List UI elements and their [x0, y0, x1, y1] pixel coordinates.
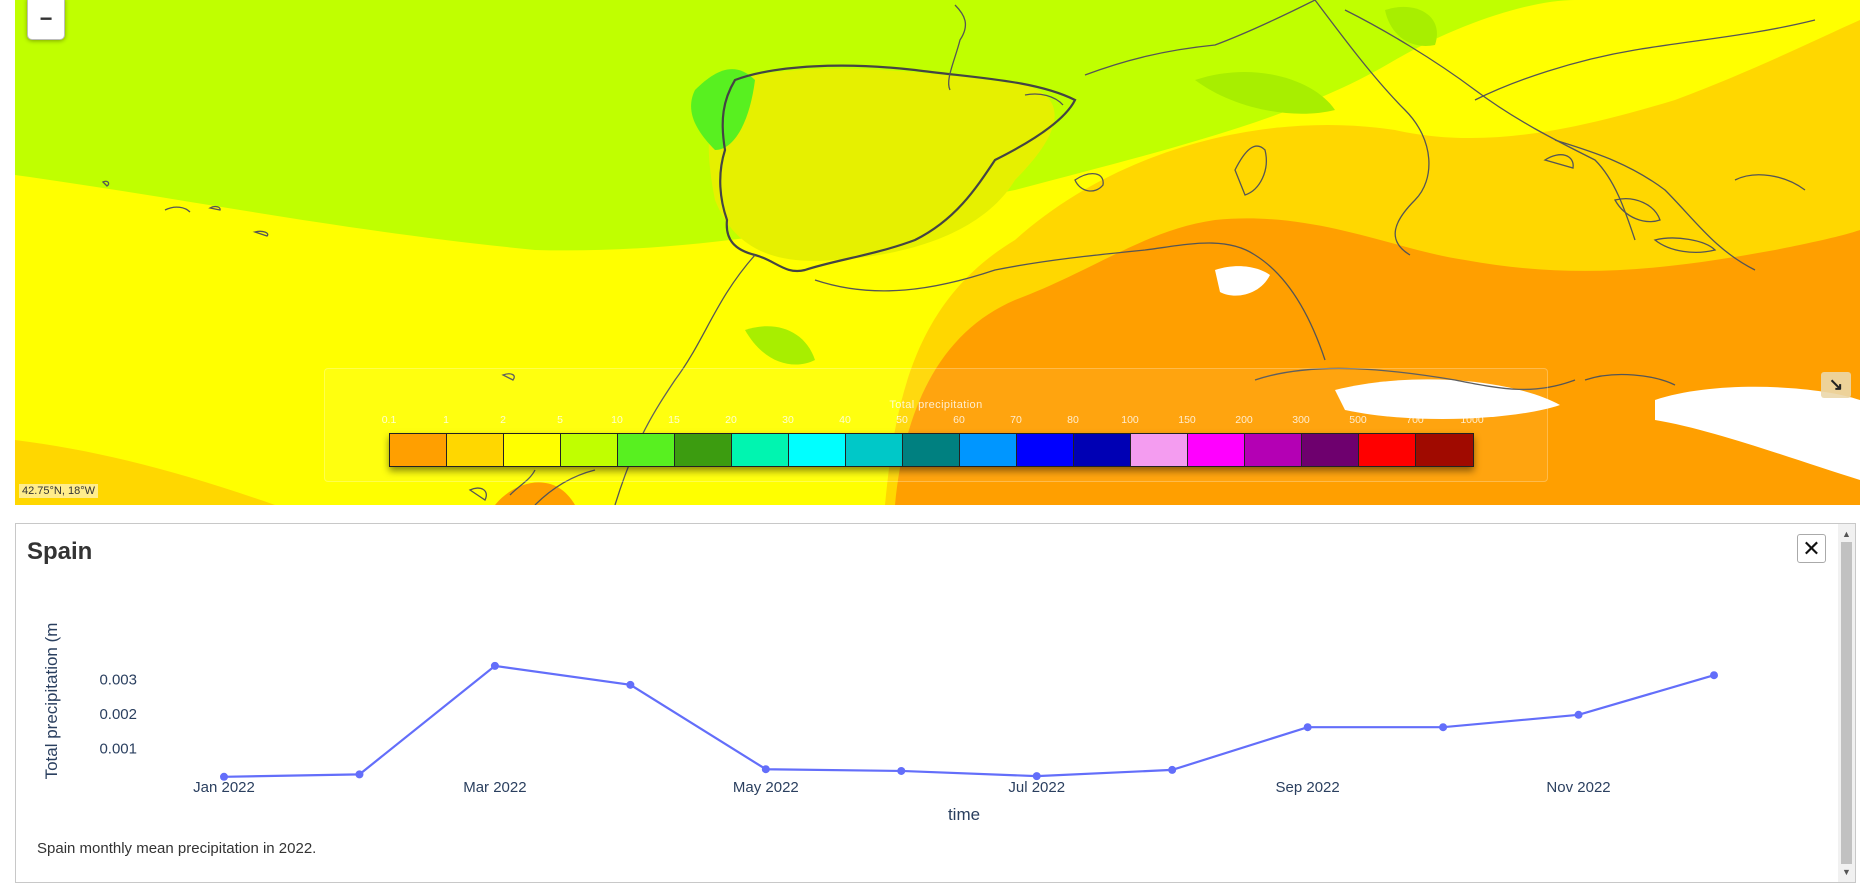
legend-swatch-6 [732, 434, 789, 466]
legend-swatch-8 [846, 434, 903, 466]
legend-tick-label: 5 [557, 414, 563, 426]
data-point [1032, 772, 1041, 781]
legend-tick-label: 200 [1235, 414, 1253, 426]
legend-tick-label: 40 [839, 414, 851, 426]
legend-swatch-7 [789, 434, 846, 466]
legend-tick-label: 60 [953, 414, 965, 426]
data-point [490, 661, 499, 670]
scroll-up-icon[interactable]: ▲ [1842, 529, 1851, 539]
legend-tick-label: 700 [1406, 414, 1424, 426]
panel-title: Spain [27, 538, 93, 565]
legend-swatch-14 [1188, 434, 1245, 466]
data-point [897, 766, 906, 775]
legend-swatch-4 [618, 434, 675, 466]
legend-swatch-15 [1245, 434, 1302, 466]
legend-swatch-2 [504, 434, 561, 466]
legend-swatch-0 [390, 434, 447, 466]
data-point [1439, 723, 1448, 732]
legend-swatch-1 [447, 434, 504, 466]
x-tick-label: Jan 2022 [193, 779, 255, 796]
data-point [761, 765, 770, 774]
legend-swatch-17 [1359, 434, 1416, 466]
legend-swatch-11 [1017, 434, 1074, 466]
data-point [1710, 671, 1718, 680]
data-point [1168, 765, 1177, 774]
legend-swatch-9 [903, 434, 960, 466]
chart-caption: Spain monthly mean precipitation in 2022… [37, 840, 317, 857]
legend-tick-label: 300 [1292, 414, 1310, 426]
x-tick-label: Nov 2022 [1546, 779, 1610, 796]
precipitation-line-chart: 0.001 0.002 0.003 Jan 2022 Mar 2022 May 2022 J… [42, 623, 1718, 824]
x-tick-label: Jul 2022 [1008, 779, 1065, 796]
legend-tick-label: 20 [725, 414, 737, 426]
scroll-down-icon[interactable]: ▼ [1842, 867, 1851, 877]
legend-tick-label: 1000 [1460, 414, 1484, 426]
data-point [220, 772, 228, 781]
data-point [1574, 710, 1583, 719]
legend-tick-label: 50 [896, 414, 908, 426]
legend-swatch-16 [1302, 434, 1359, 466]
legend-color-bar [389, 433, 1474, 467]
x-tick-label: Mar 2022 [463, 779, 526, 796]
series-line [223, 664, 1715, 778]
close-button[interactable]: ✕ [1797, 534, 1826, 563]
panel-scrollbar[interactable]: ▲ ▼ [1838, 524, 1855, 882]
scroll-thumb[interactable] [1841, 542, 1852, 864]
legend-swatch-3 [561, 434, 618, 466]
legend-tick-label: 80 [1067, 414, 1079, 426]
legend-swatch-5 [675, 434, 732, 466]
data-point [1303, 723, 1312, 732]
legend-tick-label: 100 [1121, 414, 1139, 426]
legend-tick-label: 10 [611, 414, 623, 426]
legend-title: Total precipitation [889, 399, 983, 411]
precipitation-map[interactable]: − ↘ Total precipitation 0.1 1 2 5 10 15 20 30 40… [15, 0, 1860, 505]
legend-tick-label: 500 [1349, 414, 1367, 426]
data-point [355, 770, 364, 779]
x-tick-label: Sep 2022 [1276, 779, 1340, 796]
legend-tick-label: 150 [1178, 414, 1196, 426]
y-tick-label: 0.003 [99, 672, 137, 689]
legend-swatch-12 [1074, 434, 1131, 466]
legend-swatch-10 [960, 434, 1017, 466]
legend-swatch-18 [1416, 434, 1473, 466]
legend-tick-label: 2 [500, 414, 506, 426]
data-point [626, 680, 635, 689]
y-axis-label: Total precipitation (m [42, 623, 61, 780]
legend-tick-label: 70 [1010, 414, 1022, 426]
x-axis-label: time [948, 805, 980, 824]
cursor-coordinates: 42.75°N, 18°W [19, 484, 98, 498]
legend-swatch-13 [1131, 434, 1188, 466]
x-tick-label: May 2022 [733, 779, 799, 796]
legend-tick-label: 1 [443, 414, 449, 426]
resize-icon[interactable]: ↘ [1821, 372, 1851, 398]
y-tick-label: 0.001 [99, 741, 137, 758]
zoom-out-button[interactable]: − [27, 0, 65, 40]
y-tick-label: 0.002 [99, 706, 137, 723]
colorbar-legend: ↘ Total precipitation 0.1 1 2 5 10 15 20 30 40 50… [324, 368, 1851, 482]
legend-tick-label: 30 [782, 414, 794, 426]
timeseries-panel: Spain ✕ 0.001 0.002 0.003 Jan 2022 Mar 2022 M… [15, 523, 1856, 883]
legend-tick-label: 0.1 [381, 414, 397, 426]
legend-tick-label: 15 [668, 414, 680, 426]
